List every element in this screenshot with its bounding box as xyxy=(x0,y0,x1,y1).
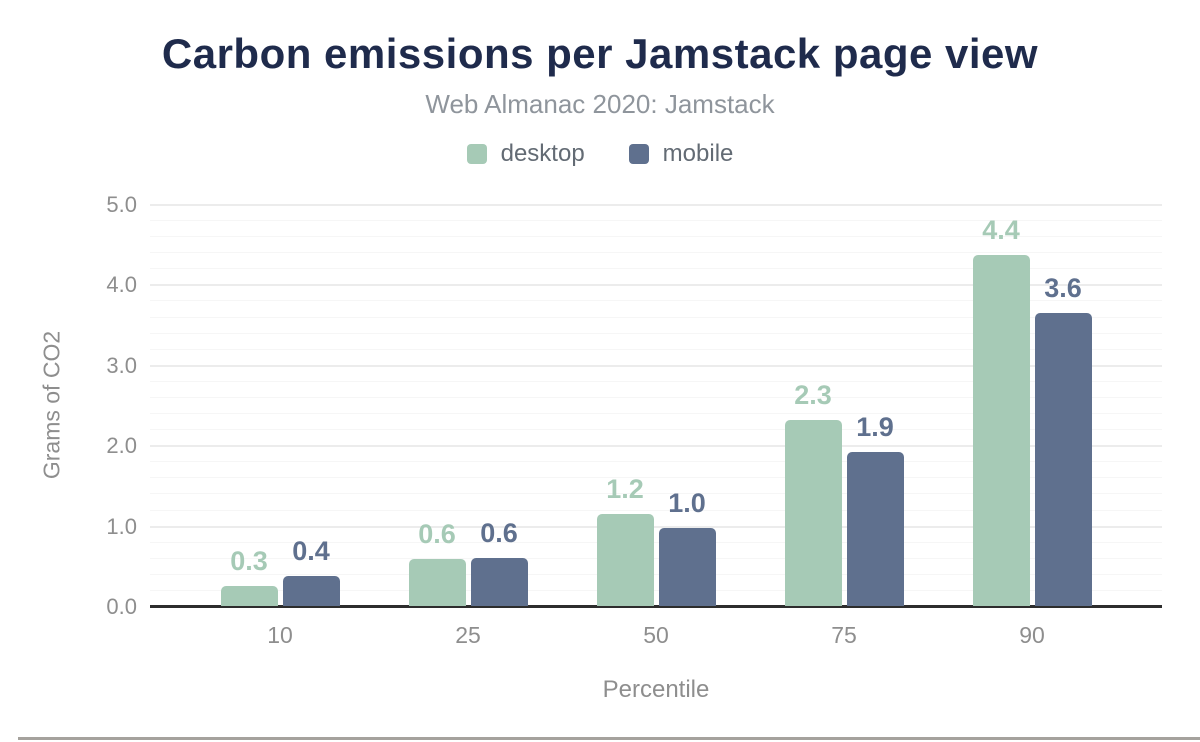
minor-gridline xyxy=(150,541,1162,543)
y-tick-label: 3.0 xyxy=(106,352,137,378)
bar-value-label-mobile-p25: 0.6 xyxy=(480,517,518,548)
legend-item-mobile[interactable]: mobile xyxy=(628,140,734,168)
minor-gridline xyxy=(150,413,1162,415)
major-gridline xyxy=(150,525,1162,528)
x-axis-baseline xyxy=(150,605,1162,608)
bar-value-label-mobile-p90: 3.6 xyxy=(1044,273,1082,304)
bottom-divider xyxy=(18,737,1200,740)
legend: desktop mobile xyxy=(0,140,1200,168)
minor-gridline xyxy=(150,348,1162,350)
bar-value-label-desktop-p50: 1.2 xyxy=(606,474,644,505)
minor-gridline xyxy=(150,573,1162,575)
bar-value-label-desktop-p75: 2.3 xyxy=(794,380,832,411)
minor-gridline xyxy=(150,461,1162,463)
chart-title: Carbon emissions per Jamstack page view xyxy=(161,30,1039,77)
bar-value-label-mobile-p10: 0.4 xyxy=(292,536,330,567)
major-gridline xyxy=(150,204,1162,206)
minor-gridline xyxy=(150,316,1162,318)
y-tick-label: 2.0 xyxy=(106,433,137,459)
major-gridline xyxy=(150,364,1162,367)
major-gridline xyxy=(150,284,1162,287)
minor-gridline xyxy=(150,380,1162,382)
plot-area: 0.3 0.4 0.6 0.6 1.2 1.0 2.3 1.9 4.4 3.6 xyxy=(150,204,1162,608)
bar-value-label-desktop-p10: 0.3 xyxy=(230,545,268,576)
minor-gridline xyxy=(150,236,1162,238)
minor-gridline xyxy=(150,300,1162,302)
bar-value-label-mobile-p50: 1.0 xyxy=(668,488,706,519)
y-tick-label: 0.0 xyxy=(106,594,137,619)
bar-desktop-p90[interactable] xyxy=(972,254,1030,606)
x-axis-title: Percentile xyxy=(602,676,710,703)
minor-gridline xyxy=(150,493,1162,495)
bar-desktop-p50[interactable] xyxy=(596,514,654,606)
bar-desktop-p75[interactable] xyxy=(784,420,842,606)
minor-gridline xyxy=(150,220,1162,222)
legend-label-desktop: desktop xyxy=(500,140,585,167)
y-tick-label: 4.0 xyxy=(106,272,137,298)
bar-mobile-p75[interactable] xyxy=(846,452,904,606)
x-tick-label: 50 xyxy=(643,622,669,648)
minor-gridline xyxy=(150,396,1162,398)
legend-item-desktop[interactable]: desktop xyxy=(466,140,585,168)
bar-value-label-mobile-p75: 1.9 xyxy=(856,412,894,443)
bar-mobile-p50[interactable] xyxy=(658,528,716,606)
bar-mobile-p90[interactable] xyxy=(1034,313,1092,606)
minor-gridline xyxy=(150,252,1162,254)
y-tick-label: 1.0 xyxy=(106,513,137,539)
chart-subtitle: Web Almanac 2020: Jamstack xyxy=(425,89,775,119)
major-gridline xyxy=(150,445,1162,448)
x-tick-label: 25 xyxy=(455,622,481,648)
bar-value-label-desktop-p25: 0.6 xyxy=(418,519,456,550)
minor-gridline xyxy=(150,332,1162,334)
minor-gridline xyxy=(150,268,1162,270)
bar-mobile-p10[interactable] xyxy=(282,576,340,606)
bar-desktop-p10[interactable] xyxy=(220,585,278,606)
legend-swatch-mobile-icon xyxy=(628,144,649,164)
y-tick-label: 5.0 xyxy=(106,192,137,217)
x-tick-label: 75 xyxy=(831,622,857,648)
bar-desktop-p25[interactable] xyxy=(408,559,466,606)
legend-label-mobile: mobile xyxy=(662,140,734,167)
bar-value-label-desktop-p90: 4.4 xyxy=(982,214,1020,245)
minor-gridline xyxy=(150,589,1162,591)
x-tick-label: 10 xyxy=(267,622,293,648)
legend-swatch-desktop-icon xyxy=(466,144,487,164)
minor-gridline xyxy=(150,557,1162,559)
minor-gridline xyxy=(150,509,1162,511)
minor-gridline xyxy=(150,429,1162,431)
x-tick-label: 90 xyxy=(1019,622,1045,648)
bar-mobile-p25[interactable] xyxy=(470,557,528,606)
minor-gridline xyxy=(150,477,1162,479)
